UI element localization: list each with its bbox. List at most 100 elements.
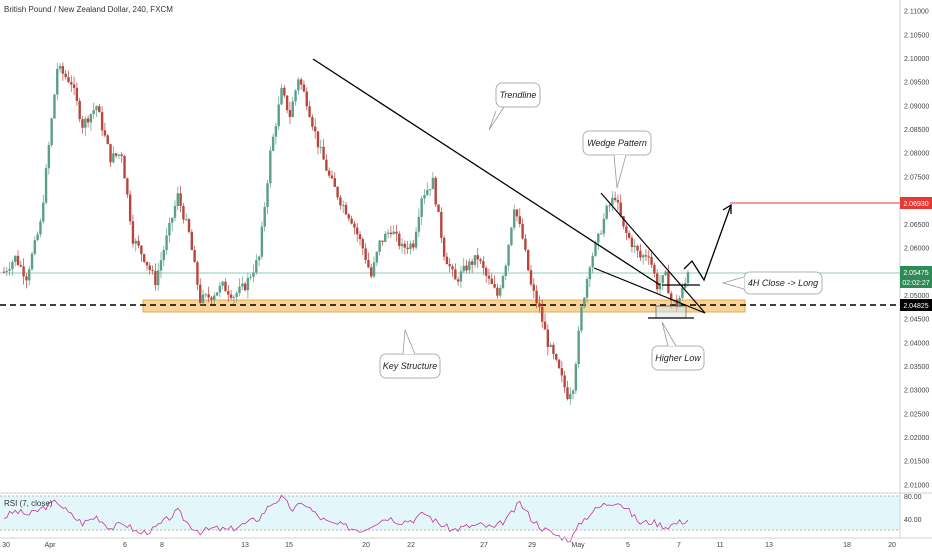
higher-low-callout[interactable]: Higher Low bbox=[651, 321, 705, 371]
candle-body bbox=[36, 234, 39, 241]
candle-body bbox=[426, 189, 429, 196]
candle-body bbox=[100, 112, 104, 131]
candle-body bbox=[353, 223, 356, 228]
candle-body bbox=[325, 159, 328, 171]
price-tick-label: 2.10000 bbox=[904, 56, 929, 63]
candle-body bbox=[616, 200, 620, 203]
candle-body bbox=[28, 269, 31, 281]
projection-path[interactable] bbox=[683, 204, 732, 282]
price-tick-label: 2.09000 bbox=[904, 103, 929, 110]
candle-body bbox=[653, 264, 656, 274]
candle-body bbox=[207, 294, 210, 298]
candle-body bbox=[661, 275, 664, 284]
time-tick-label: Apr bbox=[45, 542, 57, 549]
time-tick-label: 20 bbox=[888, 542, 896, 549]
candle-body bbox=[667, 271, 670, 294]
time-tick-label: 7 bbox=[677, 542, 681, 549]
candle-body bbox=[333, 178, 336, 187]
candle-body bbox=[190, 231, 194, 251]
candle-body bbox=[232, 296, 236, 298]
time-tick-label: 20 bbox=[362, 542, 370, 549]
candle-body bbox=[168, 222, 171, 236]
key-structure-callout[interactable]: Key Structure bbox=[379, 329, 441, 379]
entry-callout[interactable]: 4H Close -> Long bbox=[721, 271, 823, 295]
candle-body bbox=[112, 153, 115, 163]
candle-body bbox=[367, 260, 370, 268]
candle-body bbox=[431, 177, 435, 190]
candle-body bbox=[594, 242, 597, 256]
price-tick-label: 2.04500 bbox=[904, 317, 929, 324]
candle-body bbox=[120, 154, 123, 157]
time-axis[interactable]: 30 Apr 6 8 13 15 20 22 27 29 May 5 7 11 13 18 20 bbox=[0, 537, 932, 549]
candle-body bbox=[308, 106, 311, 117]
candle-body bbox=[571, 390, 575, 394]
candle-body bbox=[686, 272, 690, 284]
candle-body bbox=[675, 299, 678, 308]
trendline[interactable] bbox=[312, 58, 661, 286]
time-tick-label: 15 bbox=[285, 542, 293, 549]
trendline-callout[interactable]: Trendline bbox=[488, 82, 541, 131]
candle-body bbox=[597, 233, 600, 243]
candle-body bbox=[630, 237, 634, 248]
candle-body bbox=[356, 227, 359, 235]
candle-body bbox=[14, 255, 17, 262]
candle-body bbox=[372, 262, 376, 277]
candle-body bbox=[215, 292, 219, 296]
candle-body bbox=[106, 135, 109, 145]
candle-body bbox=[297, 79, 300, 91]
chart-title: British Pound / New Zealand Dollar, 240,… bbox=[4, 5, 173, 14]
svg-text:2.05475: 2.05475 bbox=[903, 270, 928, 277]
wedge-label: Wedge Pattern bbox=[587, 138, 647, 148]
candle-body bbox=[229, 294, 233, 298]
candle-body bbox=[131, 221, 135, 244]
candle-body bbox=[580, 306, 583, 331]
candle-body bbox=[423, 195, 426, 199]
candle-body bbox=[498, 287, 502, 296]
candle-body bbox=[381, 240, 384, 242]
candle-body bbox=[260, 226, 264, 257]
time-tick-label: 30 bbox=[2, 542, 10, 549]
wedge-upper-line[interactable] bbox=[600, 192, 706, 314]
candle-body bbox=[271, 136, 275, 151]
candle-body bbox=[350, 218, 353, 224]
wedge-lower-line[interactable] bbox=[593, 267, 706, 314]
higher-low-box[interactable] bbox=[655, 305, 687, 319]
higher-low-label: Higher Low bbox=[655, 353, 701, 363]
candle-body bbox=[633, 245, 636, 248]
candle-body bbox=[235, 293, 238, 297]
candle-body bbox=[196, 262, 199, 285]
wedge-callout[interactable]: Wedge Pattern bbox=[582, 130, 652, 189]
candle-body bbox=[641, 255, 645, 258]
candle-body bbox=[487, 275, 491, 279]
rsi-level-80-label: 80.00 bbox=[904, 494, 922, 501]
price-tick-label: 2.03500 bbox=[904, 364, 929, 371]
candle-body bbox=[451, 266, 454, 270]
candle-body bbox=[170, 217, 174, 223]
price-tick-label: 2.10500 bbox=[904, 32, 929, 39]
candle-body bbox=[316, 131, 320, 148]
time-tick-label: 22 bbox=[407, 542, 415, 549]
time-tick-label: 29 bbox=[528, 542, 536, 549]
candle-body bbox=[162, 250, 165, 261]
candle-body bbox=[613, 197, 617, 201]
price-tick-label: 2.04000 bbox=[904, 340, 929, 347]
candle-body bbox=[299, 79, 303, 85]
svg-text:2.04825: 2.04825 bbox=[903, 303, 928, 310]
price-tick-label: 2.07500 bbox=[904, 174, 929, 181]
candle-body bbox=[428, 189, 432, 191]
candle-body bbox=[137, 240, 140, 246]
candle-body bbox=[555, 353, 558, 360]
candle-body bbox=[339, 197, 342, 206]
candle-body bbox=[412, 243, 415, 248]
candle-body bbox=[437, 204, 440, 213]
candle-body bbox=[330, 175, 334, 179]
key-structure-zone[interactable] bbox=[142, 299, 746, 313]
candle-body bbox=[599, 233, 603, 235]
candle-body bbox=[288, 110, 292, 117]
candle-body bbox=[557, 359, 561, 369]
candle-body bbox=[117, 154, 121, 156]
candle-body bbox=[47, 145, 51, 169]
current-price-tag: 2.05475 02:02:27 bbox=[900, 266, 932, 288]
